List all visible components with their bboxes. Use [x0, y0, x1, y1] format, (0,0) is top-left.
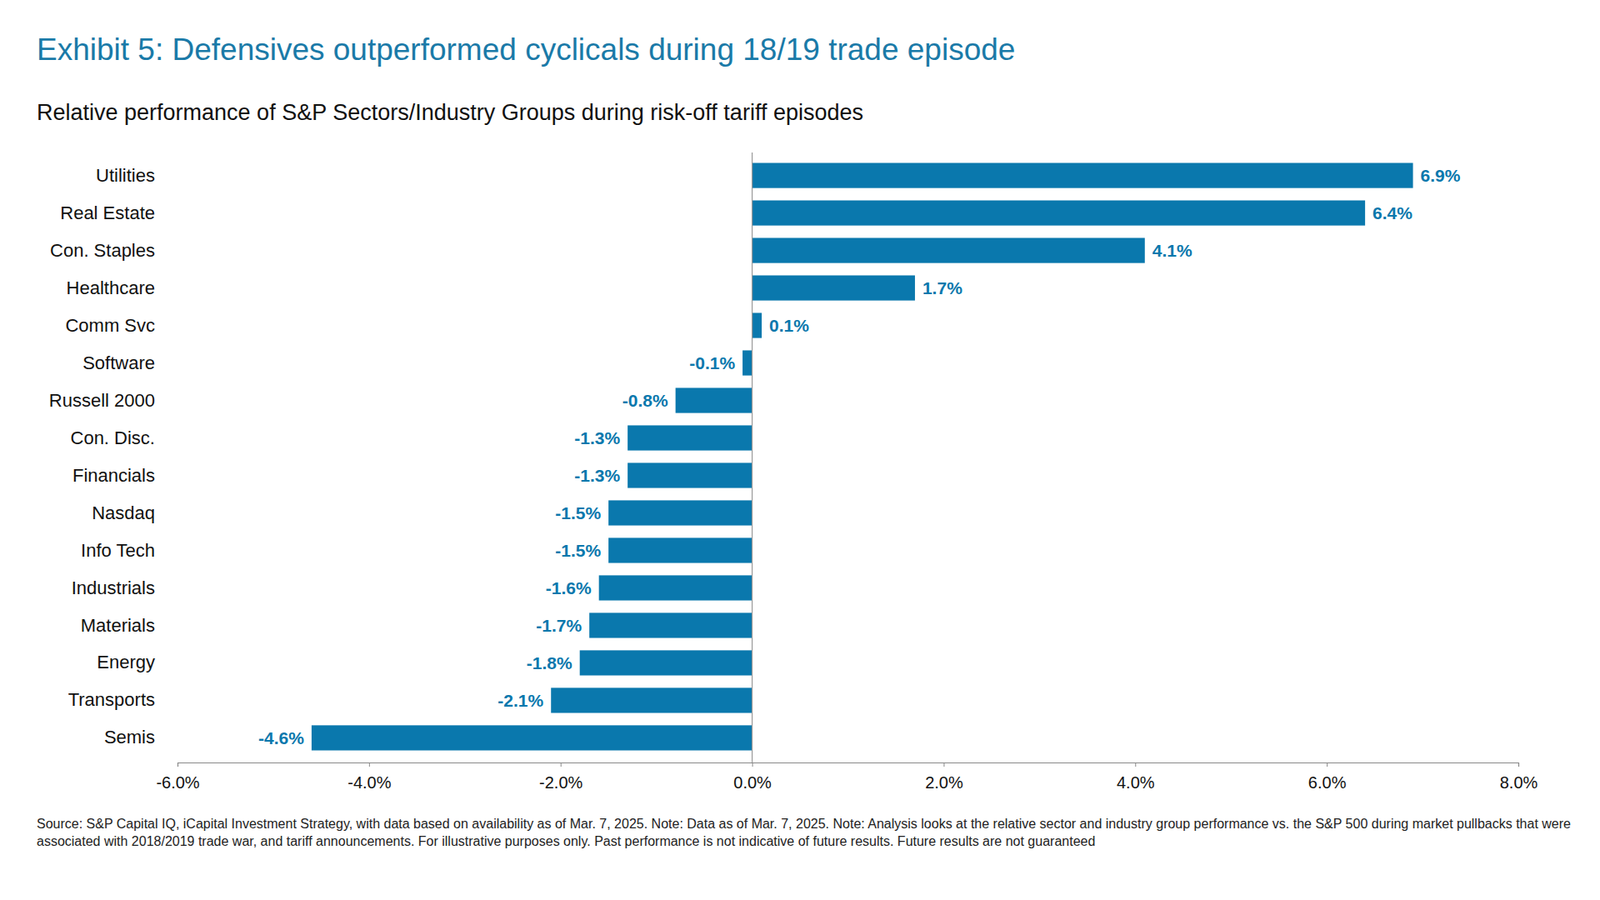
- tick-label: Healthcare: [66, 277, 155, 299]
- bar: [752, 237, 1145, 263]
- data-label: -1.6%: [545, 578, 592, 598]
- tick: Industrials: [71, 577, 155, 599]
- chart: Exhibit 5: Defensives outperformed cycli…: [0, 0, 1600, 900]
- bar: [627, 425, 752, 450]
- bar: [580, 650, 753, 675]
- bar: [752, 275, 915, 300]
- data-label: 1.7%: [922, 278, 963, 298]
- tick-label: 4.0%: [1116, 773, 1155, 792]
- data-label: 6.9%: [1420, 165, 1461, 185]
- subtitle: Relative performance of S&P Sectors/Indu…: [36, 100, 864, 125]
- bar: [752, 200, 1366, 225]
- tick-label: Energy: [96, 651, 155, 673]
- data-label: -1.7%: [535, 615, 582, 635]
- data-label: -0.1%: [689, 353, 735, 373]
- bar: [675, 387, 753, 413]
- tick-mark: [369, 762, 370, 767]
- tick-label: Nasdaq: [91, 502, 155, 524]
- data-label: -1.8%: [526, 653, 573, 673]
- bar: [599, 575, 753, 600]
- tick: Con. Staples: [50, 240, 155, 261]
- tick-label: Software: [82, 352, 155, 374]
- data-label: -0.8%: [622, 390, 669, 410]
- tick-label: 6.0%: [1308, 773, 1347, 792]
- tick-label: Transports: [68, 689, 155, 710]
- tick: -6.0%: [155, 762, 200, 792]
- tick: 2.0%: [925, 762, 964, 792]
- source-note: Source: S&P Capital IQ, iCapital Investm…: [36, 815, 1587, 850]
- data-label: -1.5%: [555, 540, 601, 560]
- tick: 8.0%: [1500, 762, 1539, 792]
- tick: -2.0%: [539, 762, 583, 792]
- tick-label: 2.0%: [925, 773, 964, 792]
- tick-mark: [560, 762, 562, 767]
- tick-label: -6.0%: [155, 773, 200, 792]
- bar: [752, 162, 1414, 188]
- tick: -4.0%: [347, 762, 391, 792]
- data-label: 6.4%: [1372, 203, 1413, 223]
- bar: [627, 462, 752, 488]
- bar: [608, 500, 752, 525]
- tick: Info Tech: [80, 540, 155, 561]
- bar: [589, 612, 752, 638]
- tick: Real Estate: [60, 202, 155, 224]
- bars: [311, 162, 1414, 750]
- tick: 4.0%: [1116, 762, 1155, 792]
- bar: [752, 312, 762, 338]
- tick-label: Real Estate: [60, 202, 155, 224]
- tick-label: Con. Staples: [50, 240, 155, 261]
- tick: Nasdaq: [91, 502, 155, 524]
- tick-label: Materials: [80, 614, 155, 635]
- bar: [608, 537, 752, 563]
- bar: [742, 350, 752, 375]
- data-labels: 6.9%6.4%4.1%1.7%0.1%-0.1%-0.8%-1.3%-1.3%…: [258, 165, 1461, 748]
- tick-label: 8.0%: [1500, 773, 1539, 792]
- tick: Energy: [96, 651, 155, 673]
- tick: Russell 2000: [49, 390, 155, 411]
- tick-label: Con. Disc.: [70, 427, 155, 449]
- tick: Con. Disc.: [70, 427, 155, 449]
- tick-mark: [1326, 762, 1328, 767]
- data-label: -4.6%: [258, 728, 305, 748]
- tick-label: Info Tech: [80, 540, 155, 561]
- tick-mark: [752, 762, 754, 767]
- bar: [311, 725, 753, 750]
- tick-mark: [1135, 762, 1136, 767]
- tick-label: -4.0%: [347, 773, 391, 792]
- data-label: -2.1%: [497, 690, 544, 710]
- data-label: -1.3%: [574, 465, 620, 485]
- tick-label: -2.0%: [539, 773, 583, 792]
- tick-label: Comm Svc: [65, 315, 155, 336]
- zero-line: [751, 152, 753, 763]
- title: Exhibit 5: Defensives outperformed cycli…: [36, 32, 1015, 67]
- tick: Semis: [104, 726, 155, 748]
- tick-label: 0.0%: [733, 773, 772, 792]
- tick: 0.0%: [733, 762, 772, 792]
- data-label: -1.5%: [555, 503, 601, 523]
- tick: Comm Svc: [65, 315, 155, 336]
- tick: Software: [82, 352, 155, 374]
- tick: Transports: [68, 689, 155, 710]
- tick: 6.0%: [1308, 762, 1347, 792]
- tick: Healthcare: [66, 277, 155, 299]
- tick-label: Russell 2000: [49, 390, 155, 411]
- tick-label: Industrials: [71, 577, 155, 599]
- data-label: 0.1%: [769, 315, 810, 335]
- tick-mark: [177, 762, 179, 767]
- value-axis: -6.0% -4.0% -2.0% 0.0% 2.0% 4.0% 6.0% 8.0%: [155, 762, 1538, 792]
- tick-label: Utilities: [95, 165, 155, 186]
- tick: Financials: [72, 465, 155, 486]
- data-label: -1.3%: [574, 428, 620, 448]
- bar: [550, 687, 752, 713]
- tick-label: Semis: [104, 726, 155, 748]
- tick-mark: [1518, 762, 1520, 767]
- data-label: 4.1%: [1152, 240, 1193, 260]
- axis-line: [178, 763, 1520, 768]
- tick: Utilities: [95, 165, 155, 186]
- tick-mark: [943, 762, 945, 767]
- category-axis: Utilities Real Estate Con. Staples Healthca…: [49, 165, 155, 749]
- tick-label: Financials: [72, 465, 155, 486]
- tick: Materials: [80, 614, 155, 635]
